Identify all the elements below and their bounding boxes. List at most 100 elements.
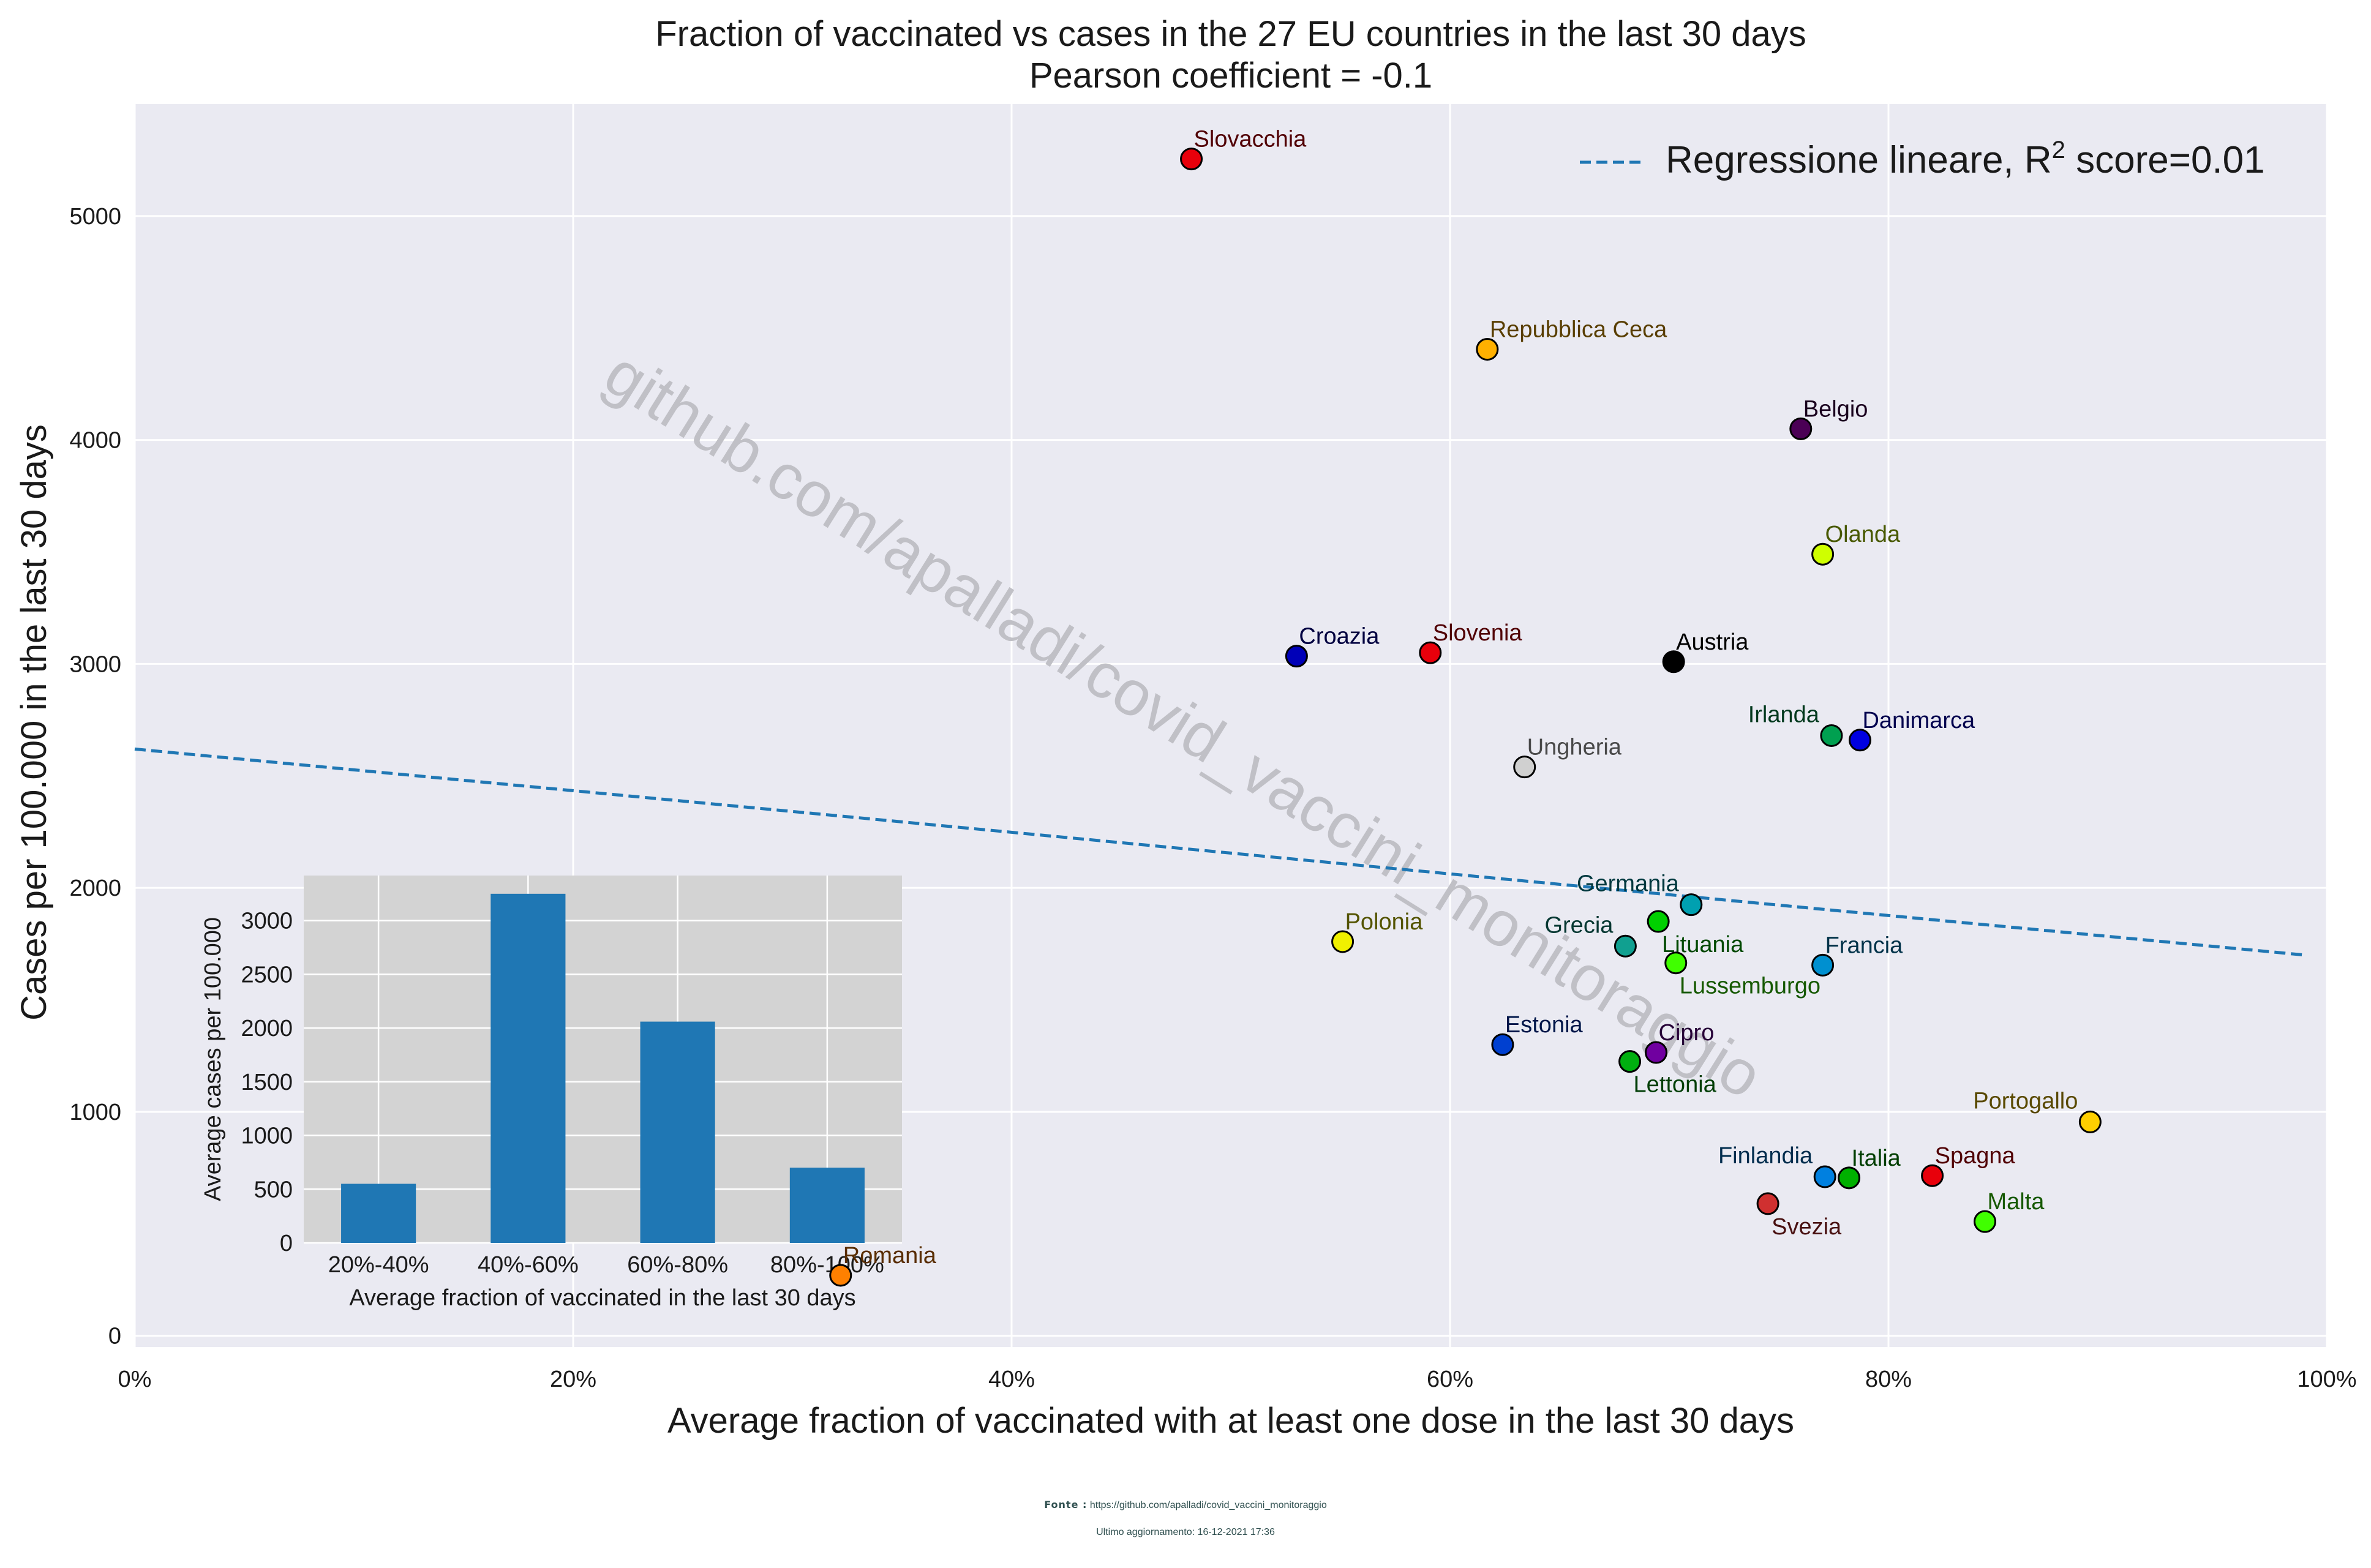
chart-title: Fraction of vaccinated vs cases in the 2… (655, 14, 1806, 54)
inset-bars (341, 893, 865, 1243)
point-label: Cipro (1659, 1020, 1715, 1046)
scatter-marker (1813, 1165, 1836, 1188)
scatter-point-finlandia: Finlandia (1718, 1143, 1836, 1188)
scatter-marker (1331, 930, 1355, 953)
scatter-marker (1811, 953, 1835, 977)
scatter-point-olanda: Olanda (1811, 522, 1901, 566)
scatter-point-slovacchia: Slovacchia (1180, 127, 1307, 171)
scatter-marker (829, 1264, 852, 1287)
inset-y-tick-label: 500 (254, 1177, 293, 1202)
point-label: Finlandia (1718, 1143, 1813, 1169)
inset-y-tick-label: 1500 (241, 1070, 293, 1095)
scatter-point-estonia: Estonia (1491, 1012, 1584, 1056)
scatter-point-lussemburgo: Lussemburgo (1664, 951, 1821, 999)
inset-x-tick-label: 80%-100% (770, 1252, 884, 1278)
scatter-marker (1513, 756, 1536, 779)
point-label: Danimarca (1862, 708, 1975, 733)
inset-y-tick-label: 2500 (241, 962, 293, 988)
scatter-marker (1662, 650, 1685, 673)
scatter-point-repubblica-ceca: Repubblica Ceca (1476, 317, 1667, 361)
main-y-tick-labels: 0 1000 2000 3000 4000 5000 (69, 204, 121, 1349)
scatter-point-danimarca: Danimarca (1848, 708, 1975, 752)
scatter-points: Slovacchia Repubblica Ceca Belgio Olanda Cro… (1180, 127, 2102, 1240)
scatter-point-lettonia: Lettonia (1618, 1050, 1717, 1098)
point-label: Romania (843, 1243, 937, 1269)
x-tick-label: 0% (118, 1367, 152, 1392)
scatter-marker (1618, 1050, 1642, 1073)
point-label: Spagna (1935, 1143, 2016, 1169)
point-label: Irlanda (1748, 702, 1820, 727)
scatter-marker (1680, 893, 1703, 917)
chart-subtitle: Pearson coefficient = -0.1 (1029, 56, 1432, 96)
footer-source: Fonte : https://github.com/apalladi/covi… (0, 1499, 2371, 1511)
footer-updated: Ultimo aggiornamento: 16-12-2021 17:36 (1096, 1527, 1275, 1537)
inset-bar (490, 893, 566, 1243)
inset-y-tick-labels: 0 500 1000 1500 2000 2500 3000 (241, 909, 293, 1256)
scatter-point-italia: Italia (1838, 1146, 1901, 1190)
inset-x-tick-label: 20%-40% (328, 1252, 429, 1278)
point-label: Francia (1825, 932, 1904, 958)
point-label: Lettonia (1634, 1072, 1717, 1098)
inset-y-tick-label: 3000 (241, 909, 293, 934)
inset-y-tick-label: 2000 (241, 1016, 293, 1041)
scatter-point-malta: Malta (1974, 1189, 2045, 1233)
scatter-point-spagna: Spagna (1921, 1143, 2016, 1187)
inset-y-tick-label: 1000 (241, 1123, 293, 1149)
x-tick-label: 60% (1427, 1367, 1473, 1392)
scatter-marker (1756, 1192, 1779, 1215)
point-label: Italia (1852, 1146, 1901, 1171)
scatter-marker (1647, 910, 1670, 933)
scatter-point-portogallo: Portogallo (1973, 1088, 2102, 1133)
inset-bar (640, 1021, 715, 1243)
y-tick-label: 1000 (69, 1100, 121, 1125)
point-label: Estonia (1505, 1012, 1584, 1038)
scatter-marker (1491, 1033, 1514, 1056)
scatter-marker (1476, 338, 1499, 361)
footer-source-label: Fonte : (1044, 1499, 1088, 1510)
inset-x-tick-labels: 20%-40% 40%-60% 60%-80% 80%-100% (328, 1252, 884, 1278)
scatter-point-lituania: Lituania (1647, 910, 1744, 958)
point-label: Croazia (1299, 624, 1380, 650)
point-label: Malta (1988, 1189, 2045, 1215)
footer-source-url[interactable]: https://github.com/apalladi/covid_vaccin… (1089, 1500, 1327, 1510)
scatter-marker (1789, 417, 1813, 440)
scatter-marker (1811, 542, 1835, 566)
inset-y-tick-label: 0 (280, 1231, 293, 1256)
point-label: Lussemburgo (1680, 973, 1821, 999)
inset-x-tick-label: 40%-60% (478, 1252, 579, 1278)
scatter-point-grecia: Grecia (1544, 912, 1637, 958)
legend: Regressione lineare, R2 score=0.01 (1580, 137, 2265, 181)
scatter-points-overlay: Romania (829, 1243, 937, 1287)
point-label: Polonia (1345, 909, 1424, 935)
scatter-marker (1820, 724, 1843, 747)
scatter-marker (1180, 148, 1203, 171)
main-x-tick-labels: 0% 20% 40% 60% 80% 100% (118, 1367, 2357, 1392)
scatter-marker (1614, 934, 1637, 958)
legend-label: Regressione lineare, R2 score=0.01 (1666, 137, 2265, 181)
y-axis-label: Cases per 100.000 in the last 30 days (14, 424, 54, 1021)
scatter-marker (1285, 645, 1308, 668)
scatter-marker (1419, 641, 1442, 664)
inset-bar (341, 1184, 416, 1243)
y-tick-label: 2000 (69, 876, 121, 901)
point-label: Slovenia (1433, 620, 1523, 646)
point-label: Repubblica Ceca (1490, 317, 1667, 343)
scatter-point-irlanda: Irlanda (1748, 702, 1843, 747)
scatter-marker (1974, 1210, 1997, 1233)
scatter-point-belgio: Belgio (1789, 396, 1868, 440)
y-tick-label: 0 (108, 1324, 121, 1349)
inset-bar (789, 1168, 865, 1243)
scatter-marker (1664, 951, 1688, 975)
scatter-point-croazia: Croazia (1285, 624, 1380, 668)
scatter-point-svezia: Svezia (1756, 1192, 1842, 1240)
x-axis-label: Average fraction of vaccinated with at l… (667, 1401, 1794, 1441)
y-tick-label: 5000 (69, 204, 121, 230)
y-tick-label: 3000 (69, 651, 121, 677)
scatter-point-cipro: Cipro (1645, 1020, 1715, 1064)
scatter-marker (1848, 729, 1871, 752)
scatter-point-germania: Germania (1577, 871, 1703, 917)
point-label: Portogallo (1973, 1088, 2078, 1114)
x-tick-label: 20% (550, 1367, 596, 1392)
scatter-point-francia: Francia (1811, 932, 1904, 977)
point-label: Slovacchia (1194, 127, 1307, 152)
